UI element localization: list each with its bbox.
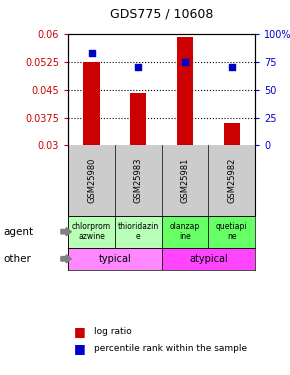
Text: other: other (3, 254, 31, 264)
Text: log ratio: log ratio (94, 327, 132, 336)
Point (183, 58, 187, 64)
Text: GSM25983: GSM25983 (134, 158, 143, 203)
Bar (68, 216, 115, 248)
Point (229, 64, 234, 70)
Bar (115, 216, 162, 248)
Bar (209, 216, 255, 248)
Bar (162, 248, 255, 270)
Text: typical: typical (99, 254, 131, 264)
Text: GSM25980: GSM25980 (87, 158, 96, 203)
Text: ■: ■ (74, 342, 86, 355)
Text: GSM25982: GSM25982 (227, 158, 236, 203)
Bar (224, 123, 240, 146)
Point (136, 64, 141, 70)
Text: thioridazin
e: thioridazin e (118, 222, 159, 242)
Text: GDS775 / 10608: GDS775 / 10608 (110, 8, 213, 21)
Text: olanzap
ine: olanzap ine (170, 222, 200, 242)
Bar (177, 38, 193, 146)
Text: percentile rank within the sample: percentile rank within the sample (94, 344, 247, 353)
Bar (68, 248, 162, 270)
Bar (83, 62, 100, 146)
Point (89, 50, 94, 56)
Text: agent: agent (3, 227, 33, 237)
Bar (162, 216, 209, 248)
Text: ■: ■ (74, 326, 86, 338)
Text: quetiapi
ne: quetiapi ne (216, 222, 248, 242)
Text: chlorprom
azwine: chlorprom azwine (72, 222, 111, 242)
Bar (130, 93, 146, 146)
Text: GSM25981: GSM25981 (181, 158, 190, 203)
Text: atypical: atypical (189, 254, 228, 264)
